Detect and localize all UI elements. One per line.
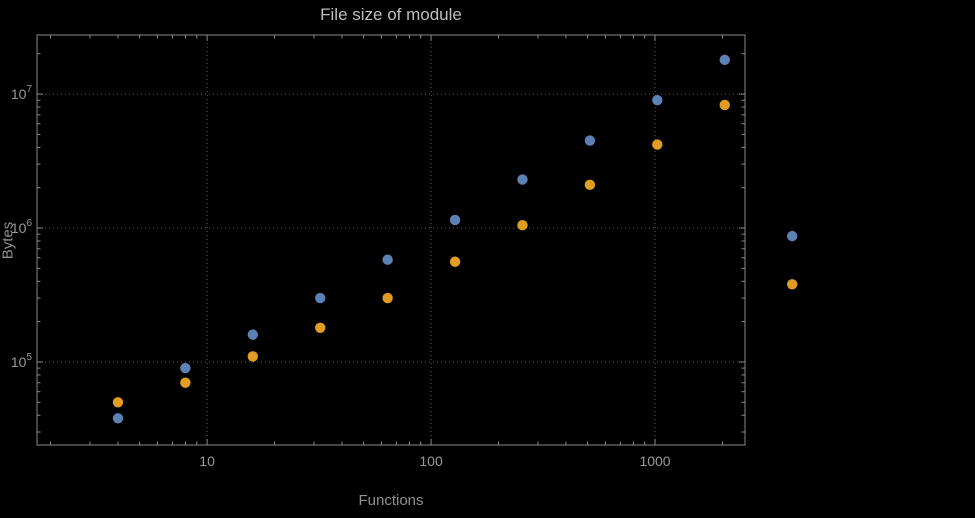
data-point-series-2: [382, 292, 393, 304]
x-tick-label: 100: [419, 453, 443, 469]
data-point-series-1: [180, 362, 191, 374]
data-point-series-1: [584, 135, 596, 146]
y-tick-label: 107: [11, 84, 33, 102]
data-point-series-1: [449, 214, 461, 226]
data-point-series-2: [112, 397, 124, 408]
data-point-series-1: [112, 413, 124, 424]
data-point-series-1: [719, 54, 730, 66]
data-point-series-1: [517, 174, 528, 185]
data-point-series-1: [382, 254, 393, 265]
data-point-series-2: [786, 279, 798, 290]
y-axis-label: Bytes: [0, 221, 17, 260]
y-tick-label: 105: [11, 352, 33, 370]
data-point-series-2: [247, 351, 259, 362]
x-axis-label: Functions: [358, 492, 424, 509]
data-point-series-2: [719, 99, 730, 111]
data-point-series-1: [786, 230, 798, 242]
chart-title: File size of module: [320, 5, 462, 24]
data-point-series-1: [247, 329, 259, 340]
data-point-series-2: [652, 139, 663, 150]
x-tick-label: 10: [199, 453, 215, 469]
data-point-series-1: [315, 292, 326, 304]
data-point-series-2: [180, 377, 191, 388]
data-point-series-2: [449, 256, 461, 267]
data-point-series-2: [315, 322, 326, 333]
data-point-series-1: [652, 94, 663, 106]
y-tick-label: 106: [11, 218, 33, 236]
data-point-series-2: [584, 179, 596, 191]
data-point-series-2: [517, 219, 528, 231]
plot-frame: [36, 34, 746, 446]
x-tick-label: 1000: [639, 453, 670, 469]
